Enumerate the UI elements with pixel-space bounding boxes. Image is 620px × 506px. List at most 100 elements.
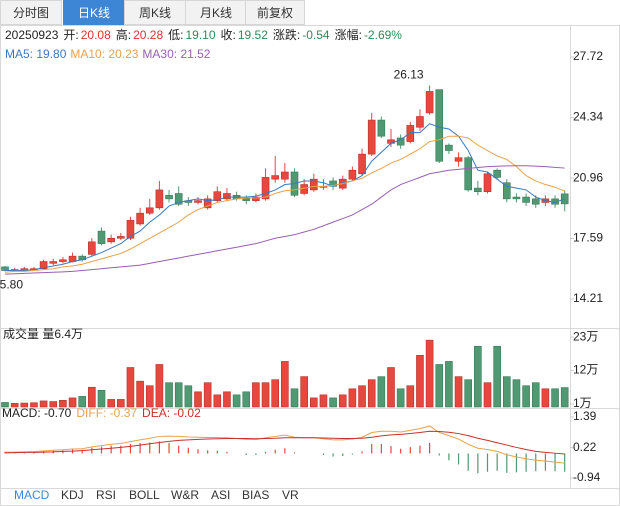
info-label: 涨跌:	[273, 27, 300, 42]
volume-bar	[165, 382, 173, 408]
volume-bar	[483, 382, 492, 408]
volume-bar	[435, 364, 444, 408]
macd-bar	[486, 453, 489, 472]
candle-body	[213, 191, 222, 201]
volume-bar	[223, 391, 231, 408]
volume-bar	[531, 382, 540, 408]
indicator-tab[interactable]: ASI	[211, 488, 231, 502]
candle-body	[49, 261, 58, 264]
candle-body	[39, 261, 48, 269]
y-tick-label: 24.34	[573, 110, 603, 124]
candle-body	[367, 119, 376, 155]
volume-bar	[560, 387, 569, 408]
candle-body	[117, 236, 125, 239]
info-value: 19.52	[238, 28, 268, 42]
candle-body	[502, 182, 511, 200]
macd-bar	[496, 453, 498, 471]
volume-bar	[155, 364, 164, 408]
candle-body	[445, 144, 453, 151]
info-label: 低:	[168, 28, 183, 42]
volume-bar	[184, 385, 193, 408]
tab[interactable]: 分时图	[0, 0, 62, 25]
info-label: 收:	[221, 28, 236, 42]
y-tick-label: 17.59	[573, 231, 603, 245]
indicator-tab[interactable]: W&R	[171, 488, 199, 502]
macd-bar	[467, 453, 469, 471]
volume-bar	[30, 402, 38, 408]
macd-bar	[390, 446, 392, 454]
min-price-label: 15.80	[0, 278, 23, 292]
indicator-tab[interactable]: KDJ	[61, 488, 84, 502]
volume-bar	[367, 379, 376, 408]
candle-body	[309, 178, 318, 191]
macd-legend-item: MACD: -0.70	[2, 406, 72, 420]
candle-body	[464, 157, 473, 191]
candle-body	[281, 171, 289, 180]
candle-body	[271, 175, 280, 180]
macd-bar	[322, 453, 325, 456]
volume-bar	[1, 402, 9, 408]
info-label: 高:	[116, 27, 131, 42]
macd-bar	[342, 453, 344, 457]
macd-bar	[226, 451, 228, 454]
candle-body	[416, 116, 424, 128]
macd-bar	[371, 444, 373, 454]
frame	[0, 25, 620, 506]
macd-bar	[506, 453, 508, 473]
candle-body	[474, 187, 482, 192]
volume-bar	[425, 339, 434, 408]
macd-bar	[409, 447, 411, 454]
candle-body	[493, 169, 501, 178]
y-tick-label: 27.72	[573, 49, 603, 63]
candle-body	[145, 207, 154, 214]
candle-body	[165, 194, 173, 200]
candle-body	[483, 173, 492, 192]
macd-bar	[197, 449, 199, 454]
ma-line	[4, 165, 565, 275]
volume-bar	[406, 385, 415, 408]
info-value: -0.54	[302, 28, 330, 42]
indicator-tab[interactable]: VR	[282, 488, 299, 502]
tab[interactable]: 日K线	[63, 0, 125, 25]
tab[interactable]: 周K线	[124, 0, 186, 25]
volume-bar	[464, 379, 473, 408]
tab[interactable]: 前复权	[245, 0, 305, 25]
macd-legend: MACD: -0.70 DIFF: -0.37 DEA: -0.02	[2, 406, 201, 420]
candle-body	[261, 177, 270, 200]
indicator-tab[interactable]: BIAS	[242, 488, 270, 502]
info-label: 开:	[63, 28, 78, 42]
volume-bar	[68, 397, 77, 408]
volume-bar	[203, 382, 212, 408]
macd-bar	[477, 453, 479, 474]
volume-bar	[49, 401, 58, 408]
macd-bar	[110, 445, 112, 454]
ma-legend-item: MA5: 19.80	[5, 47, 67, 61]
macd-bar	[332, 453, 334, 457]
candle-body	[155, 189, 164, 209]
indicator-tab[interactable]: MACD	[14, 488, 50, 502]
macd-bar	[120, 445, 122, 454]
indicator-tab[interactable]: RSI	[96, 488, 117, 502]
dea-line	[4, 430, 565, 455]
indicator-tab[interactable]: BOLL	[129, 488, 160, 502]
macd-bar	[264, 451, 267, 454]
y-tick-label: 12万	[573, 363, 598, 377]
volume-bar	[300, 376, 308, 408]
volume-bar	[290, 388, 299, 408]
candle-body	[348, 169, 357, 180]
macd-bar	[293, 452, 296, 454]
candle-body	[174, 193, 183, 205]
volume-bar	[136, 380, 144, 408]
candle-body	[377, 119, 386, 137]
candle-body	[531, 198, 540, 205]
macd-bar	[129, 444, 132, 454]
info-value: -2.69%	[364, 28, 402, 42]
tab[interactable]: 月K线	[185, 0, 247, 25]
candle-body	[136, 212, 144, 225]
volume-bar	[232, 394, 241, 408]
macd-bar	[419, 445, 421, 454]
volume-bar	[358, 385, 366, 408]
ma-legend-item: MA30: 21.52	[142, 47, 210, 61]
volume-bar	[319, 394, 328, 408]
macd-bar	[400, 448, 402, 454]
